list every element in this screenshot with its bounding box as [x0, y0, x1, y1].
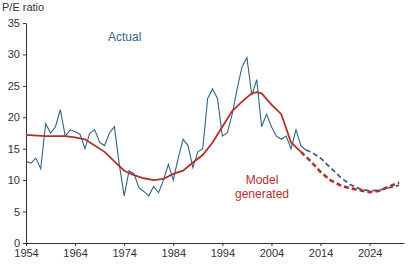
y-tick: 10 [8, 174, 26, 186]
x-tick-mark [173, 243, 174, 246]
x-tick-mark [222, 243, 223, 246]
x-tick: 1994 [211, 243, 235, 259]
lines [26, 58, 399, 196]
y-tick-mark [23, 117, 26, 118]
chart: 1954196419741984199420042014202405101520… [0, 0, 420, 280]
series-line [26, 92, 301, 180]
x-tick-label: 2004 [260, 247, 284, 259]
y-tick-label: 10 [8, 174, 20, 186]
y-tick: 30 [8, 48, 26, 60]
x-axis: 19541964197419841994200420142024 [14, 243, 404, 259]
y-tick-mark [23, 212, 26, 213]
x-tick: 2024 [358, 243, 382, 259]
x-tick-label: 2024 [358, 247, 382, 259]
series-line [26, 58, 306, 196]
x-tick-mark [271, 243, 272, 246]
y-tick-label: 30 [8, 48, 20, 60]
y-tick-label: 15 [8, 143, 20, 155]
x-tick-mark [124, 243, 125, 246]
x-tick-label: 1994 [211, 247, 235, 259]
series-label: Actual [108, 30, 141, 44]
x-tick: 1964 [63, 243, 87, 259]
x-tick: 2014 [309, 243, 333, 259]
x-tick: 2004 [260, 243, 284, 259]
y-tick: 25 [8, 80, 26, 92]
y-tick: 20 [8, 111, 26, 123]
y-axis: 0 5 10 15 20 25 30 35 [8, 17, 27, 249]
y-tick: 35 [8, 17, 26, 29]
x-tick-mark [370, 243, 371, 246]
x-tick: 1984 [162, 243, 186, 259]
y-tick: 0 [14, 237, 26, 249]
y-tick-mark [23, 23, 26, 24]
y-tick-label: 20 [8, 111, 20, 123]
x-tick-label: 1984 [162, 247, 186, 259]
x-axis-line [27, 243, 405, 244]
y-tick-label: 0 [14, 237, 20, 249]
y-tick-label: 5 [14, 206, 20, 218]
y-tick-mark [23, 180, 26, 181]
x-tick-mark [321, 243, 322, 246]
x-tick-label: 2014 [309, 247, 333, 259]
x-tick-label: 1974 [112, 247, 136, 259]
y-axis-line [26, 24, 27, 244]
y-tick: 15 [8, 143, 26, 155]
y-tick-mark [23, 149, 26, 150]
x-tick-mark [75, 243, 76, 246]
y-tick-label: 25 [8, 80, 20, 92]
series-line [301, 152, 399, 192]
plot: 1954196419741984199420042014202405101520… [8, 17, 405, 259]
y-tick-mark [23, 86, 26, 87]
y-tick-mark [23, 243, 26, 244]
x-tick-label: 1964 [63, 247, 87, 259]
y-tick: 5 [14, 206, 26, 218]
x-tick: 1974 [112, 243, 136, 259]
y-axis-title: P/E ratio [2, 1, 44, 13]
y-tick-mark [23, 54, 26, 55]
series-label: Modelgenerated [235, 173, 289, 201]
y-tick-label: 35 [8, 17, 20, 29]
